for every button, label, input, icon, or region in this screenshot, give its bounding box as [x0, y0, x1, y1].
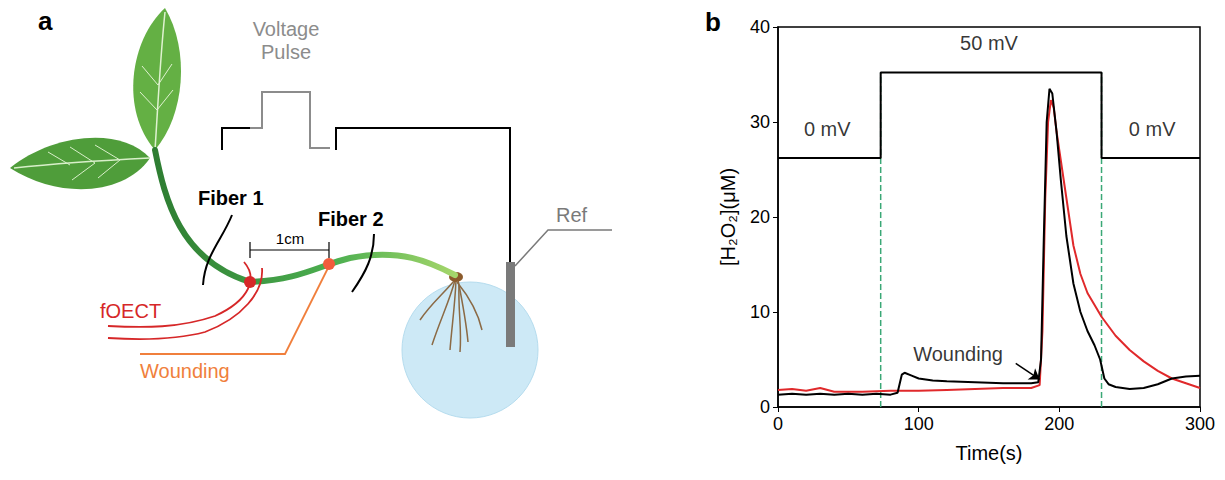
svg-text:20: 20	[750, 207, 770, 227]
svg-text:Fiber 1: Fiber 1	[198, 187, 264, 209]
svg-text:Wounding: Wounding	[140, 360, 230, 382]
svg-text:300: 300	[1185, 414, 1215, 434]
svg-text:fOECT: fOECT	[100, 300, 161, 322]
svg-text:40: 40	[750, 17, 770, 37]
svg-text:0: 0	[760, 397, 770, 417]
svg-text:0 mV: 0 mV	[1129, 118, 1176, 140]
svg-text:b: b	[705, 7, 721, 37]
svg-text:10: 10	[750, 302, 770, 322]
svg-text:VoltagePulse: VoltagePulse	[253, 18, 320, 63]
svg-text:Ref: Ref	[556, 204, 588, 226]
svg-text:30: 30	[750, 112, 770, 132]
svg-text:[H₂O₂](μM): [H₂O₂](μM)	[717, 168, 739, 266]
svg-text:Fiber 2: Fiber 2	[318, 208, 384, 230]
svg-text:0 mV: 0 mV	[804, 118, 851, 140]
svg-text:50 mV: 50 mV	[960, 32, 1018, 54]
svg-text:0: 0	[773, 414, 783, 434]
svg-text:Wounding: Wounding	[913, 343, 1003, 365]
svg-text:1cm: 1cm	[276, 230, 304, 247]
svg-text:100: 100	[904, 414, 934, 434]
svg-text:Time(s): Time(s)	[955, 442, 1022, 464]
svg-text:a: a	[38, 6, 53, 36]
svg-text:200: 200	[1044, 414, 1074, 434]
